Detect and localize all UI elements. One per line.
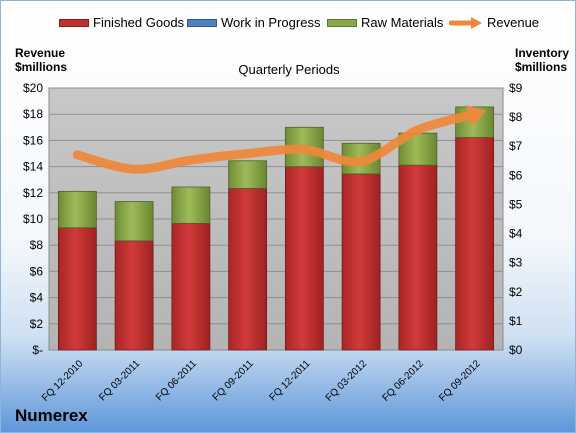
legend-swatch-raw-materials <box>327 18 357 27</box>
legend-label-finished-goods: Finished Goods <box>93 15 185 30</box>
left-axis-tick-label: $20 <box>23 81 43 95</box>
legend-label-raw-materials: Raw Materials <box>361 15 444 30</box>
right-axis-title-line1: Inventory <box>515 46 570 60</box>
bar-finished-goods <box>284 166 324 351</box>
left-axis-tick-label: $- <box>32 343 43 357</box>
bar-raw-materials <box>228 160 268 189</box>
legend-label-revenue: Revenue <box>487 15 540 30</box>
left-axis-tick-label: $8 <box>30 238 44 252</box>
left-axis-tick-label: $16 <box>23 133 43 147</box>
legend-item-finished-goods: Finished Goods <box>59 15 184 30</box>
x-axis-tick-label: FQ 12-2010 <box>40 358 86 404</box>
x-axis-tick-label: FQ 03-2011 <box>97 358 142 403</box>
bar-finished-goods <box>398 164 438 351</box>
right-axis-tick-label: $2 <box>509 285 523 299</box>
right-axis-title: Inventory $millions <box>515 46 569 74</box>
bar-raw-materials <box>114 201 154 242</box>
right-axis-tick-label: $9 <box>509 81 523 95</box>
x-axis-tick-label: FQ 09-2012 <box>437 358 483 404</box>
legend-arrow-icon <box>448 16 483 29</box>
right-axis-tick-label: $8 <box>509 110 523 124</box>
bar-finished-goods <box>114 240 154 351</box>
right-axis-tick-label: $3 <box>509 256 523 270</box>
left-axis-title: Revenue $millions <box>15 46 67 74</box>
left-axis-title-line1: Revenue <box>15 46 66 60</box>
bar-finished-goods <box>171 222 211 351</box>
bar-finished-goods <box>228 188 268 351</box>
bar-raw-materials <box>171 186 211 224</box>
right-axis-tick-label: $7 <box>509 139 523 153</box>
right-axis-tick-label: $4 <box>509 227 523 241</box>
left-axis-tick-label: $14 <box>23 160 43 174</box>
revenue-arrowhead <box>465 105 487 127</box>
x-axis-tick-label: FQ 06-2012 <box>380 358 426 404</box>
x-axis-tick-label: FQ 12-2011 <box>268 358 313 403</box>
left-axis-tick-label: $12 <box>23 186 43 200</box>
right-axis-title-line2: $millions <box>515 60 568 74</box>
legend: Finished Goods Work in Progress Raw Mate… <box>1 11 575 33</box>
revenue-line <box>72 109 480 174</box>
company-name: Numerex <box>15 406 88 425</box>
left-axis-tick-label: $4 <box>30 291 44 305</box>
bar-raw-materials <box>57 190 97 229</box>
left-axis-tick-label: $2 <box>30 317 44 331</box>
right-axis-tick-label: $1 <box>509 314 523 328</box>
left-axis-tick-label: $10 <box>23 212 43 226</box>
bar-finished-goods <box>341 173 381 351</box>
right-axis-tick-label: $6 <box>509 168 523 182</box>
x-axis-tick-label: FQ 06-2011 <box>154 358 199 403</box>
left-axis-tick-label: $6 <box>30 264 44 278</box>
x-axis-tick-label: FQ 09-2011 <box>211 358 256 403</box>
bar-finished-goods <box>57 227 97 351</box>
legend-item-work-in-progress: Work in Progress <box>187 15 320 30</box>
left-axis-title-line2: $millions <box>15 60 68 74</box>
bar-finished-goods <box>455 137 495 351</box>
legend-label-work-in-progress: Work in Progress <box>221 15 321 30</box>
legend-swatch-finished-goods <box>59 18 89 27</box>
legend-swatch-work-in-progress <box>187 18 217 27</box>
legend-item-raw-materials: Raw Materials <box>327 15 443 30</box>
left-axis-tick-label: $18 <box>23 107 43 121</box>
x-axis-tick-label: FQ 03-2012 <box>324 358 370 404</box>
chart-subtitle: Quarterly Periods <box>238 62 340 77</box>
right-axis-tick-label: $5 <box>509 197 523 211</box>
right-axis-tick-label: $0 <box>509 343 523 357</box>
legend-item-revenue: Revenue <box>448 15 540 30</box>
